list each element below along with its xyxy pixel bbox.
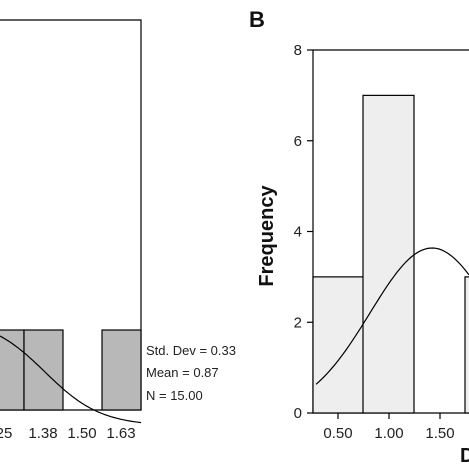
panel-a-x-tick-label: 1.50 [67,425,96,442]
panel-b-bars [312,94,469,414]
panel-a-bar [0,329,25,411]
panel-b-bar [362,94,415,414]
panel-b-x-tick-label: 1.00 [374,425,403,442]
panel-b-x-ticks: 0.50 1.00 1.50 [323,413,455,442]
panel-a-normal-curve [0,335,142,424]
panel-a-x-ticks: 25 1.38 1.50 1.63 [0,425,136,442]
panel-a-frame [0,19,142,411]
x-axis-label: D [460,445,469,467]
panel-b-y-tick-label: 0 [294,405,302,422]
stat-n: N = 15.00 [146,388,203,403]
panel-b-x-tick-label: 1.50 [425,425,454,442]
y-axis-label: Frequency [256,185,278,287]
panel-b-x-tick-label: 0.50 [323,425,352,442]
panel-a-x-tick-label: 25 [0,425,12,442]
panel-b-y-tick-label: 4 [294,224,302,241]
panel-b-y-tick-label: 6 [294,133,302,150]
stat-mean: Mean = 0.87 [146,365,219,380]
panel-a-x-tick-label: 1.38 [28,425,57,442]
panel-a: 25 1.38 1.50 1.63 Std. Dev = 0.33 Mean = 0.… [0,19,236,442]
panel-b-bar [312,276,365,414]
panel-b-normal-curve [315,247,469,385]
panel-b-y-ticks: 0 2 4 6 8 [294,42,313,422]
panel-b-y-tick-label: 8 [294,42,302,59]
panel-label-b: B [249,7,265,32]
panel-a-x-tick-label: 1.63 [106,425,135,442]
panel-b: B Frequency 0 2 4 6 8 0.50 1.00 1.50 D [249,7,469,467]
stat-std-dev: Std. Dev = 0.33 [146,343,236,358]
panel-a-bar [101,329,142,411]
panel-b-bar [464,276,469,414]
panel-b-y-tick-label: 2 [294,314,302,331]
panel-a-bars [0,329,142,411]
